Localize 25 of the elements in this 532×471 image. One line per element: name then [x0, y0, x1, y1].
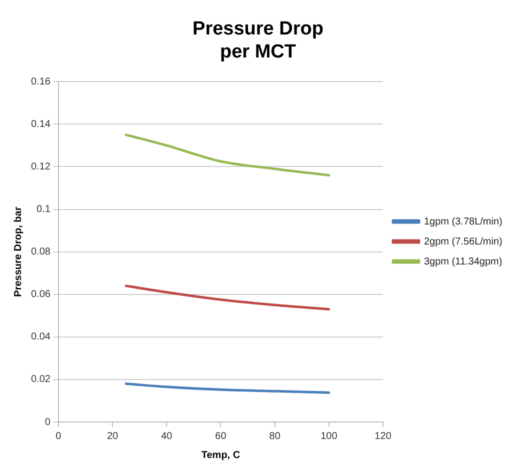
y-tick-label: 0.12: [30, 161, 51, 172]
legend-label: 2gpm (7.56L/min): [424, 236, 502, 248]
y-tick-label: 0.16: [30, 76, 51, 88]
legend-label: 3gpm (11.34gpm): [424, 256, 502, 268]
chart-title: Pressure Drop per MCT: [192, 18, 324, 62]
line-series: [124, 382, 330, 394]
x-tick-label: 0: [56, 430, 62, 442]
y-tick-label: 0.14: [30, 118, 51, 130]
line-series: [124, 134, 330, 176]
x-tick-label: 120: [374, 430, 392, 442]
y-tick-label: 0.06: [30, 289, 51, 300]
y-tick-label: 0.1: [36, 204, 51, 215]
x-axis-title: Temp, C: [201, 450, 240, 461]
y-tick-label: 0: [44, 416, 51, 428]
legend-label: 1gpm (3.78L/min): [424, 216, 502, 228]
y-tick-label: 0.04: [30, 332, 51, 343]
x-tick-label: 80: [269, 430, 281, 442]
x-tick-label: 100: [320, 430, 338, 442]
x-tick-label: 20: [106, 430, 119, 442]
y-axis-title: Pressure Drop, bar: [12, 206, 24, 297]
x-tick-label: 40: [161, 430, 173, 442]
x-tick-label: 60: [215, 430, 227, 442]
line-series: [124, 284, 330, 310]
y-tick-label: 0.02: [30, 374, 51, 386]
y-tick-label: 0.08: [30, 246, 51, 258]
